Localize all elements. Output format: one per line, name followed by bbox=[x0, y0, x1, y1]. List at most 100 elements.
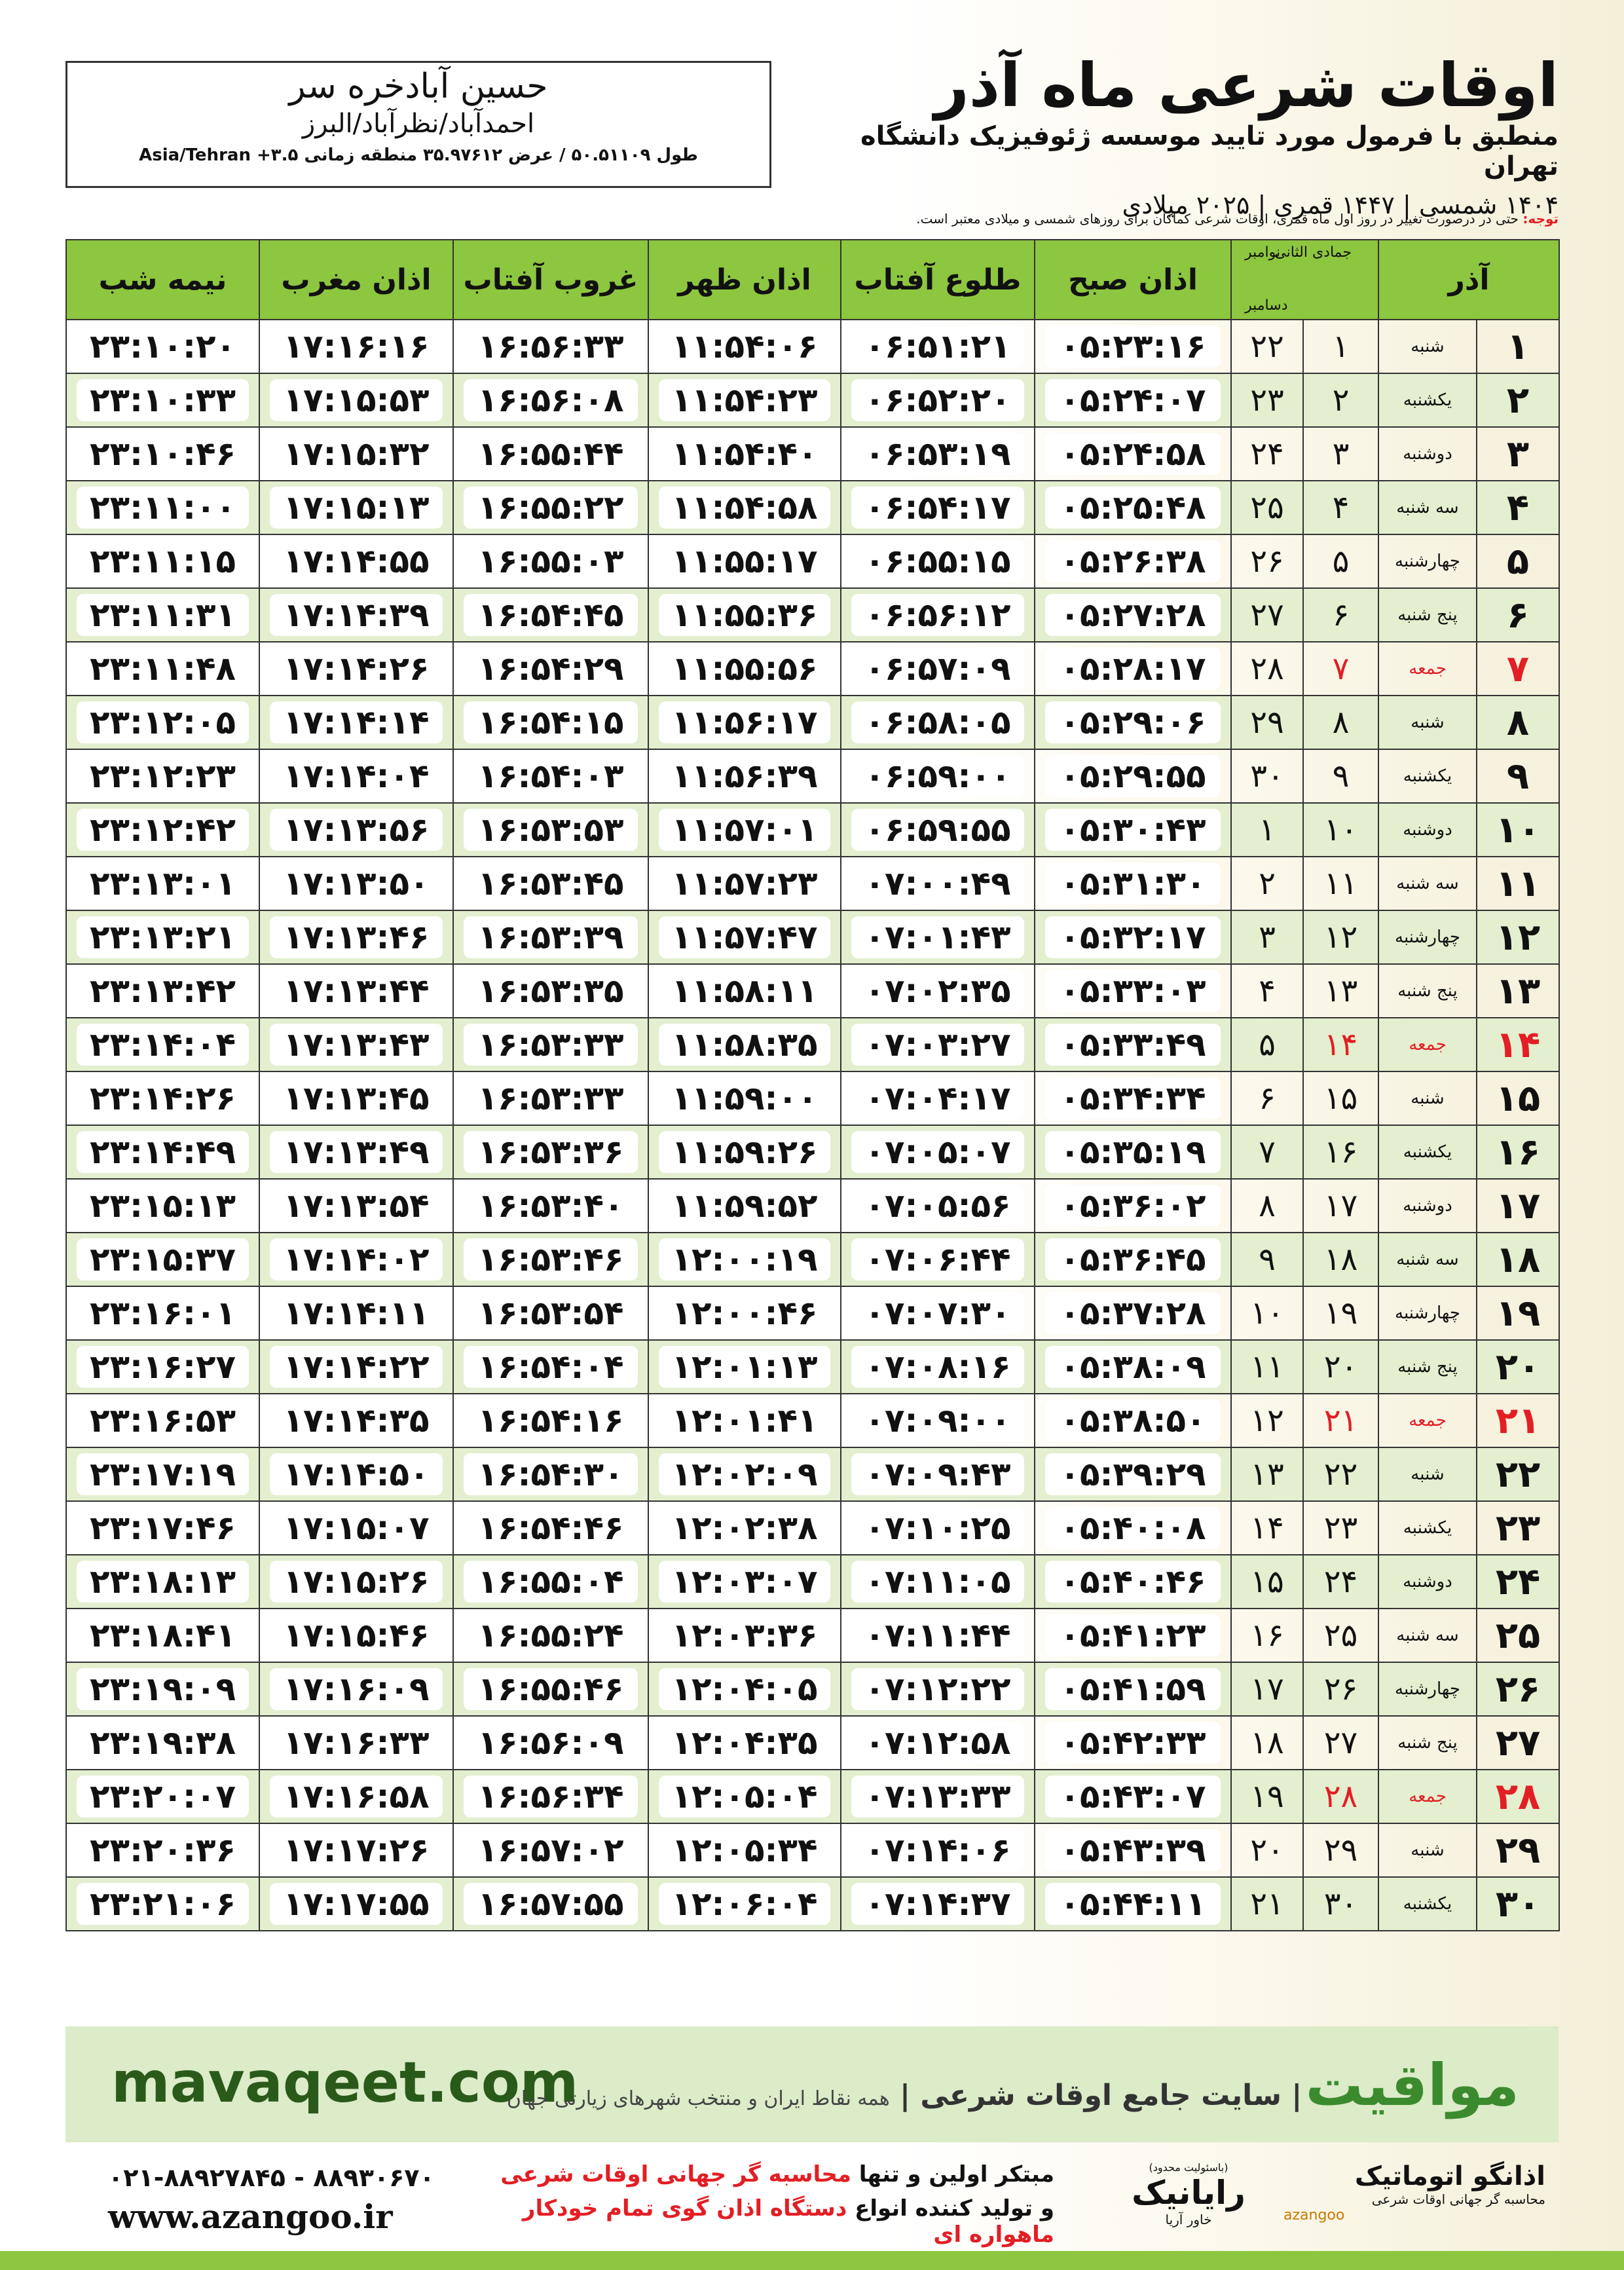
cell: ۳ bbox=[1476, 426, 1560, 481]
table-row: ۳ دوشنبه ۳ ۲۴ ۰۵:۲۴:۵۸ ۰۶:۵۳:۱۹ ۱۱:۵۴:۴۰ ۱۶:۵۵:… bbox=[65, 426, 1560, 481]
time-cell: ۱۷:۱۴:۰۴ bbox=[259, 749, 454, 804]
time: ۰۷:۱۰:۲۵ bbox=[851, 1507, 1025, 1549]
cell: ۲۱ bbox=[1302, 1393, 1379, 1448]
logo-sub: خاور آریا bbox=[1165, 2212, 1212, 2227]
cell: جمعه bbox=[1378, 1017, 1477, 1072]
time: ۱۱:۵۷:۰۱ bbox=[658, 809, 831, 851]
time: ۰۵:۲۹:۰۶ bbox=[1044, 701, 1221, 743]
cell: ۱۳ bbox=[1302, 963, 1379, 1018]
time: ۱۱:۵۶:۳۹ bbox=[658, 755, 831, 797]
time-cell: ۲۳:۱۹:۰۹ bbox=[65, 1662, 260, 1717]
time: ۰۷:۱۴:۰۶ bbox=[851, 1829, 1025, 1871]
time: ۰۵:۳۴:۳۴ bbox=[1044, 1077, 1221, 1119]
time-cell: ۰۵:۴۰:۴۶ bbox=[1034, 1554, 1232, 1609]
time-cell: ۰۶:۵۶:۱۲ bbox=[840, 587, 1035, 642]
cell: ۲۴ bbox=[1476, 1554, 1560, 1609]
time: ۱۶:۵۴:۰۴ bbox=[463, 1346, 638, 1388]
time-cell: ۱۷:۱۳:۴۶ bbox=[259, 910, 454, 965]
time-cell: ۲۳:۱۰:۳۳ bbox=[65, 373, 260, 428]
cell: یکشنبه bbox=[1378, 1500, 1477, 1555]
time-cell: ۱۷:۱۵:۱۳ bbox=[259, 480, 454, 535]
time-cell: ۱۷:۱۶:۵۸ bbox=[259, 1769, 454, 1824]
cell: چهارشنبه bbox=[1378, 1286, 1477, 1341]
time-cell: ۱۱:۵۸:۳۵ bbox=[648, 1017, 841, 1072]
time: ۱۷:۱۳:۵۰ bbox=[269, 863, 443, 904]
time-cell: ۱۶:۵۳:۴۰ bbox=[452, 1178, 649, 1233]
table-row: ۱۷ دوشنبه ۱۷ ۸ ۰۵:۳۶:۰۲ ۰۷:۰۵:۵۶ ۱۱:۵۹:۵۲ ۱۶:۵۳… bbox=[65, 1178, 1560, 1233]
header-cell: جمادی الثانی نوامبر دسامبر bbox=[1230, 239, 1379, 320]
time: ۲۳:۱۳:۰۱ bbox=[76, 863, 249, 904]
time: ۲۳:۱۶:۵۳ bbox=[76, 1400, 249, 1442]
banner-scope: همه نقاط ایران و منتخب شهرهای زیارتی جها… bbox=[506, 2087, 890, 2110]
time-cell: ۰۵:۳۳:۴۹ bbox=[1034, 1017, 1232, 1072]
time-cell: ۰۵:۳۸:۵۰ bbox=[1034, 1393, 1232, 1448]
time-cell: ۰۶:۵۲:۲۰ bbox=[840, 373, 1035, 428]
time: ۲۳:۱۵:۳۷ bbox=[76, 1238, 249, 1280]
time-cell: ۲۳:۱۰:۲۰ bbox=[65, 319, 260, 374]
time: ۲۳:۱۲:۴۲ bbox=[76, 809, 249, 851]
table-row: ۲۴ دوشنبه ۲۴ ۱۵ ۰۵:۴۰:۴۶ ۰۷:۱۱:۰۵ ۱۲:۰۳:۰۷ ۱۶:۵… bbox=[65, 1554, 1560, 1609]
time: ۱۷:۱۵:۴۶ bbox=[269, 1614, 443, 1656]
cell: ۱۸ bbox=[1476, 1232, 1560, 1287]
time: ۱۲:۰۱:۴۱ bbox=[658, 1400, 831, 1442]
table-row: ۱۰ دوشنبه ۱۰ ۱ ۰۵:۳۰:۴۳ ۰۶:۵۹:۵۵ ۱۱:۵۷:۰۱ ۱۶:۵۳… bbox=[65, 802, 1560, 857]
cell: شنبه bbox=[1378, 319, 1477, 374]
time-cell: ۱۱:۵۵:۵۶ bbox=[648, 641, 841, 696]
table-row: ۱۲ چهارشنبه ۱۲ ۳ ۰۵:۳۲:۱۷ ۰۷:۰۱:۴۳ ۱۱:۵۷:۴۷ ۱۶:… bbox=[65, 910, 1560, 965]
time: ۰۵:۴۰:۴۶ bbox=[1044, 1561, 1221, 1603]
cell: ۷ bbox=[1476, 641, 1560, 696]
time-cell: ۱۷:۱۳:۵۶ bbox=[259, 802, 454, 857]
cell: ۳۰ bbox=[1476, 1876, 1560, 1931]
cell: شنبه bbox=[1378, 695, 1477, 750]
time: ۰۷:۰۴:۱۷ bbox=[851, 1077, 1025, 1119]
cell: شنبه bbox=[1378, 1071, 1477, 1126]
time-cell: ۰۶:۵۹:۰۰ bbox=[840, 749, 1035, 804]
time: ۱۷:۱۳:۴۵ bbox=[269, 1077, 443, 1119]
time-cell: ۱۱:۵۹:۲۶ bbox=[648, 1125, 841, 1180]
cell: ۱۸ bbox=[1230, 1715, 1304, 1770]
time-cell: ۰۶:۵۳:۱۹ bbox=[840, 426, 1035, 481]
time: ۱۲:۰۰:۴۶ bbox=[658, 1292, 831, 1334]
time: ۱۶:۵۳:۵۳ bbox=[463, 809, 638, 851]
time-cell: ۲۳:۱۹:۳۸ bbox=[65, 1715, 260, 1770]
time-cell: ۱۷:۱۶:۳۳ bbox=[259, 1715, 454, 1770]
cell: ۲۵ bbox=[1302, 1608, 1379, 1663]
cell: ۲ bbox=[1302, 373, 1379, 428]
time: ۱۶:۵۶:۳۳ bbox=[463, 326, 638, 367]
cell: دوشنبه bbox=[1378, 1178, 1477, 1233]
time-cell: ۲۳:۱۰:۴۶ bbox=[65, 426, 260, 481]
time-cell: ۰۵:۳۶:۴۵ bbox=[1034, 1232, 1232, 1287]
time-cell: ۱۶:۵۳:۴۶ bbox=[452, 1232, 649, 1287]
time-cell: ۱۷:۱۴:۲۲ bbox=[259, 1339, 454, 1394]
time-cell: ۱۲:۰۱:۴۱ bbox=[648, 1393, 841, 1448]
time: ۲۳:۲۱:۰۶ bbox=[76, 1883, 249, 1925]
time-cell: ۱۷:۱۳:۴۹ bbox=[259, 1125, 454, 1180]
table-row: ۲۲ شنبه ۲۲ ۱۳ ۰۵:۳۹:۲۹ ۰۷:۰۹:۴۳ ۱۲:۰۲:۰۹ ۱۶:۵۴:… bbox=[65, 1447, 1560, 1502]
cell: ۲۲ bbox=[1476, 1447, 1560, 1502]
time: ۲۳:۱۴:۴۹ bbox=[76, 1131, 249, 1173]
cell: ۷ bbox=[1302, 641, 1379, 696]
time-cell: ۲۳:۱۶:۰۱ bbox=[65, 1286, 260, 1341]
logo-azangoo: اذانگو اتوماتیک محاسبه گر جهانی اوقات شر… bbox=[1283, 2161, 1545, 2223]
time: ۱۶:۵۴:۱۶ bbox=[463, 1400, 638, 1442]
header-row: آذر جمادی الثانی نوامبر دسامبر اذان صبح … bbox=[65, 239, 1560, 320]
time-cell: ۱۶:۵۴:۱۵ bbox=[452, 695, 649, 750]
location-coords: طول ۵۰.۵۱۱۰۹ / عرض ۳۵.۹۷۶۱۲ منطقه زمانی … bbox=[139, 145, 698, 165]
time-cell: ۰۶:۵۷:۰۹ bbox=[840, 641, 1035, 696]
cell: چهارشنبه bbox=[1378, 1662, 1477, 1717]
time: ۱۷:۱۵:۵۳ bbox=[269, 379, 443, 421]
time-cell: ۱۱:۵۶:۳۹ bbox=[648, 749, 841, 804]
cell: ۲۱ bbox=[1476, 1393, 1560, 1448]
time: ۱۱:۵۵:۳۶ bbox=[658, 594, 831, 636]
cell: ۱۳ bbox=[1476, 963, 1560, 1018]
cell: ۲۶ bbox=[1302, 1662, 1379, 1717]
cell: ۱۱ bbox=[1230, 1339, 1304, 1394]
time-cell: ۰۷:۱۲:۲۲ bbox=[840, 1662, 1035, 1717]
cell: چهارشنبه bbox=[1378, 534, 1477, 589]
header-label: جمادی الثانی bbox=[1274, 244, 1352, 261]
time: ۱۶:۵۶:۳۴ bbox=[463, 1776, 638, 1817]
time-cell: ۱۷:۱۴:۳۵ bbox=[259, 1393, 454, 1448]
time-cell: ۰۷:۱۰:۲۵ bbox=[840, 1500, 1035, 1555]
time: ۰۶:۵۱:۲۱ bbox=[851, 326, 1025, 367]
cell: جمعه bbox=[1378, 641, 1477, 696]
